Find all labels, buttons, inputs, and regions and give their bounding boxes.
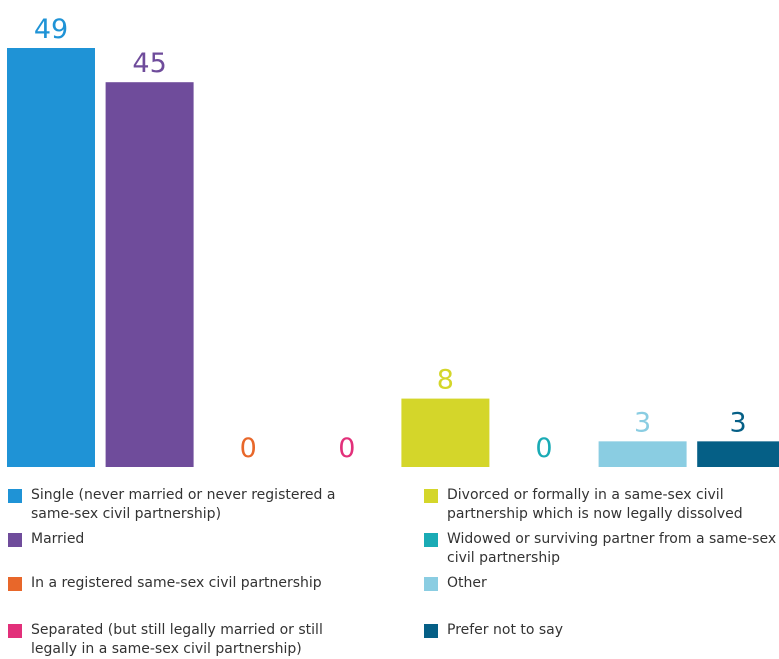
bar bbox=[697, 441, 779, 467]
value-label: 3 bbox=[730, 407, 747, 438]
bar bbox=[7, 48, 95, 467]
legend-label: Prefer not to say bbox=[447, 622, 564, 638]
value-label: 45 bbox=[132, 48, 166, 79]
legend-swatch bbox=[8, 577, 22, 591]
bar bbox=[105, 82, 194, 468]
legend-swatch bbox=[424, 577, 438, 591]
legend-item: Married bbox=[8, 530, 361, 549]
legend-swatch bbox=[8, 533, 22, 547]
legend-swatch bbox=[424, 489, 438, 503]
legend-item: Other bbox=[424, 574, 777, 593]
legend-label: Single (never married or never registere… bbox=[31, 487, 336, 522]
legend-swatch bbox=[424, 533, 438, 547]
legend-swatch bbox=[8, 624, 22, 638]
legend-swatch bbox=[8, 489, 22, 503]
legend-label: In a registered same-sex civil partnersh… bbox=[31, 575, 322, 591]
legend-item: Single (never married or never registere… bbox=[8, 486, 361, 524]
legend-label: Divorced or formally in a same-sex civil… bbox=[447, 487, 743, 522]
legend-label: Married bbox=[31, 531, 85, 547]
legend-label: Widowed or surviving partner from a same… bbox=[447, 531, 777, 566]
bar bbox=[598, 441, 687, 467]
legend-item: Divorced or formally in a same-sex civil… bbox=[424, 486, 777, 524]
bar bbox=[401, 398, 490, 467]
legend-item: Prefer not to say bbox=[424, 621, 777, 640]
legend-item: Separated (but still legally married or … bbox=[8, 621, 361, 659]
legend-label: Separated (but still legally married or … bbox=[31, 622, 323, 657]
value-label: 0 bbox=[240, 433, 257, 464]
value-label: 3 bbox=[634, 407, 651, 438]
legend-item: In a registered same-sex civil partnersh… bbox=[8, 574, 361, 593]
value-label: 49 bbox=[34, 14, 68, 45]
legend-item: Widowed or surviving partner from a same… bbox=[424, 530, 777, 568]
value-label: 8 bbox=[437, 365, 454, 396]
legend-swatch bbox=[424, 624, 438, 638]
value-label: 0 bbox=[535, 433, 552, 464]
value-label: 0 bbox=[338, 433, 355, 464]
chart: 49 45 0 0 8 0 3 3 bbox=[7, 14, 779, 468]
legend-label: Other bbox=[447, 575, 487, 591]
